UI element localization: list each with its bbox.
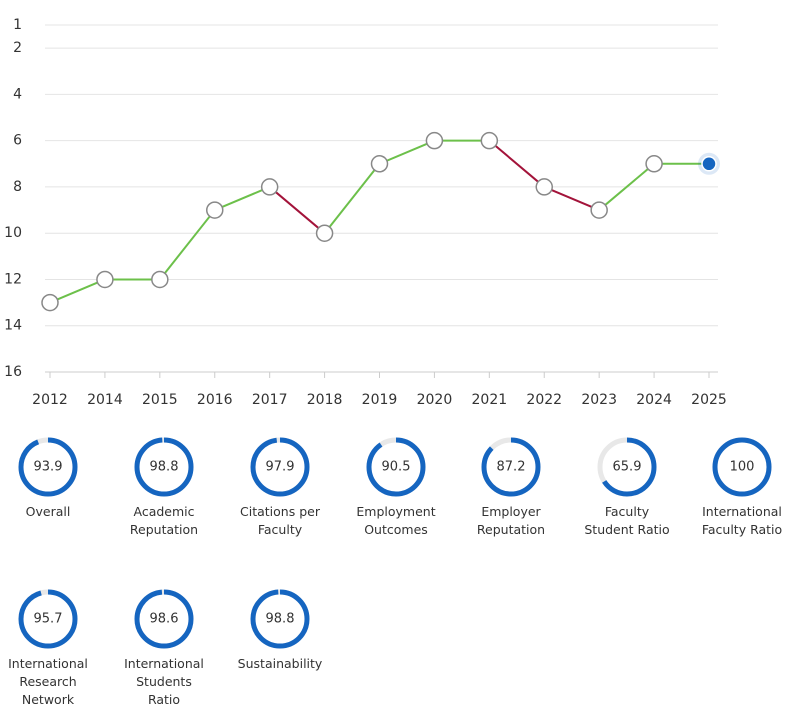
score-value: 98.8: [150, 460, 179, 475]
segment: [323, 163, 381, 234]
label-line: Citations per: [240, 504, 321, 519]
ring-arc: [712, 437, 772, 497]
ring-arc: [597, 437, 657, 497]
label-line: Employment: [356, 504, 435, 519]
x-tick-label: 2022: [526, 392, 562, 408]
point: [590, 201, 608, 219]
score-label: International Research Network: [8, 656, 88, 707]
point: [315, 224, 334, 242]
score-value: 65.9: [613, 460, 642, 475]
score-label: International Faculty Ratio: [702, 504, 782, 537]
score-label: Employer Reputation: [477, 504, 545, 537]
segment: [159, 209, 216, 281]
y-tick-label: 2: [13, 40, 22, 56]
score-value: 98.6: [150, 612, 179, 627]
y-tick-label: 14: [4, 318, 22, 334]
label-line: International: [702, 504, 782, 519]
label-line: Faculty: [258, 522, 303, 537]
y-tick-label: 4: [13, 86, 22, 102]
label-line: International: [124, 656, 204, 671]
label-line: Employer: [481, 504, 541, 519]
x-tick-label: 2025: [691, 392, 727, 408]
ring-arc: [134, 589, 194, 649]
ring-arc: [134, 437, 194, 497]
x-tick-label: 2021: [472, 392, 508, 408]
point: [701, 156, 717, 172]
label-line: Ratio: [148, 692, 180, 707]
segment: [214, 186, 271, 211]
score-label: Academic Reputation: [130, 504, 198, 537]
x-tick-label: 2012: [32, 392, 68, 408]
score-value: 93.9: [34, 460, 63, 475]
x-tick-label: 2020: [417, 392, 453, 408]
segment: [488, 139, 545, 188]
score-value: 90.5: [382, 460, 411, 475]
point: [645, 155, 663, 173]
label-line: International: [8, 656, 88, 671]
point: [260, 178, 279, 196]
segment: [598, 163, 655, 211]
score-value: 100: [730, 460, 755, 475]
x-tick-label: 2015: [142, 392, 178, 408]
segment: [49, 278, 106, 304]
point: [96, 270, 114, 289]
score-value: 95.7: [34, 612, 63, 627]
y-tick-label: 12: [4, 271, 22, 287]
score-label: Overall: [26, 504, 71, 519]
segment: [269, 186, 326, 234]
y-tick-label: 8: [13, 179, 22, 195]
ring-arc: [18, 437, 78, 497]
label-line: Outcomes: [364, 522, 428, 537]
point: [480, 131, 499, 150]
x-tick-label: 2018: [307, 392, 343, 408]
score-label: International Students Ratio: [124, 656, 204, 707]
label-line: Faculty: [605, 504, 650, 519]
ring-arc: [366, 437, 426, 497]
y-tick-label: 1: [13, 17, 22, 33]
score-label: Citations per Faculty: [240, 504, 321, 537]
segment: [379, 139, 435, 165]
x-tick-label: 2014: [87, 392, 123, 408]
ring-arc: [250, 589, 310, 649]
y-tick-label: 6: [13, 133, 22, 149]
label-line: Student Ratio: [584, 522, 669, 537]
y-tick-label: 10: [4, 225, 22, 241]
score-label: Sustainability: [238, 656, 323, 671]
point: [370, 155, 389, 173]
label-line: Sustainability: [238, 656, 323, 671]
label-line: Reputation: [477, 522, 545, 537]
ring-arc: [481, 437, 541, 497]
point: [535, 178, 553, 196]
x-tick-label: 2019: [362, 392, 398, 408]
score-value: 97.9: [266, 460, 295, 475]
x-tick-label: 2017: [252, 392, 288, 408]
score-value: 87.2: [497, 460, 526, 475]
score-label: Faculty Student Ratio: [584, 504, 669, 537]
segment: [543, 186, 600, 211]
point: [151, 270, 169, 289]
label-line: Academic: [133, 504, 194, 519]
label-line: Faculty Ratio: [702, 522, 782, 537]
label-line: Students: [136, 674, 192, 689]
score-label: Employment Outcomes: [356, 504, 435, 537]
point: [41, 293, 59, 312]
x-tick-label: 2024: [636, 392, 672, 408]
point: [425, 131, 444, 150]
ring-arc: [250, 437, 310, 497]
x-tick-label: 2023: [581, 392, 617, 408]
label-line: Reputation: [130, 522, 198, 537]
x-tick-label: 2016: [197, 392, 233, 408]
score-value: 98.8: [266, 612, 295, 627]
ring-arc: [18, 589, 78, 649]
label-line: Network: [22, 692, 75, 707]
label-line: Research: [19, 674, 76, 689]
point: [206, 201, 224, 219]
y-tick-label: 16: [4, 364, 22, 380]
label-line: Overall: [26, 504, 71, 519]
